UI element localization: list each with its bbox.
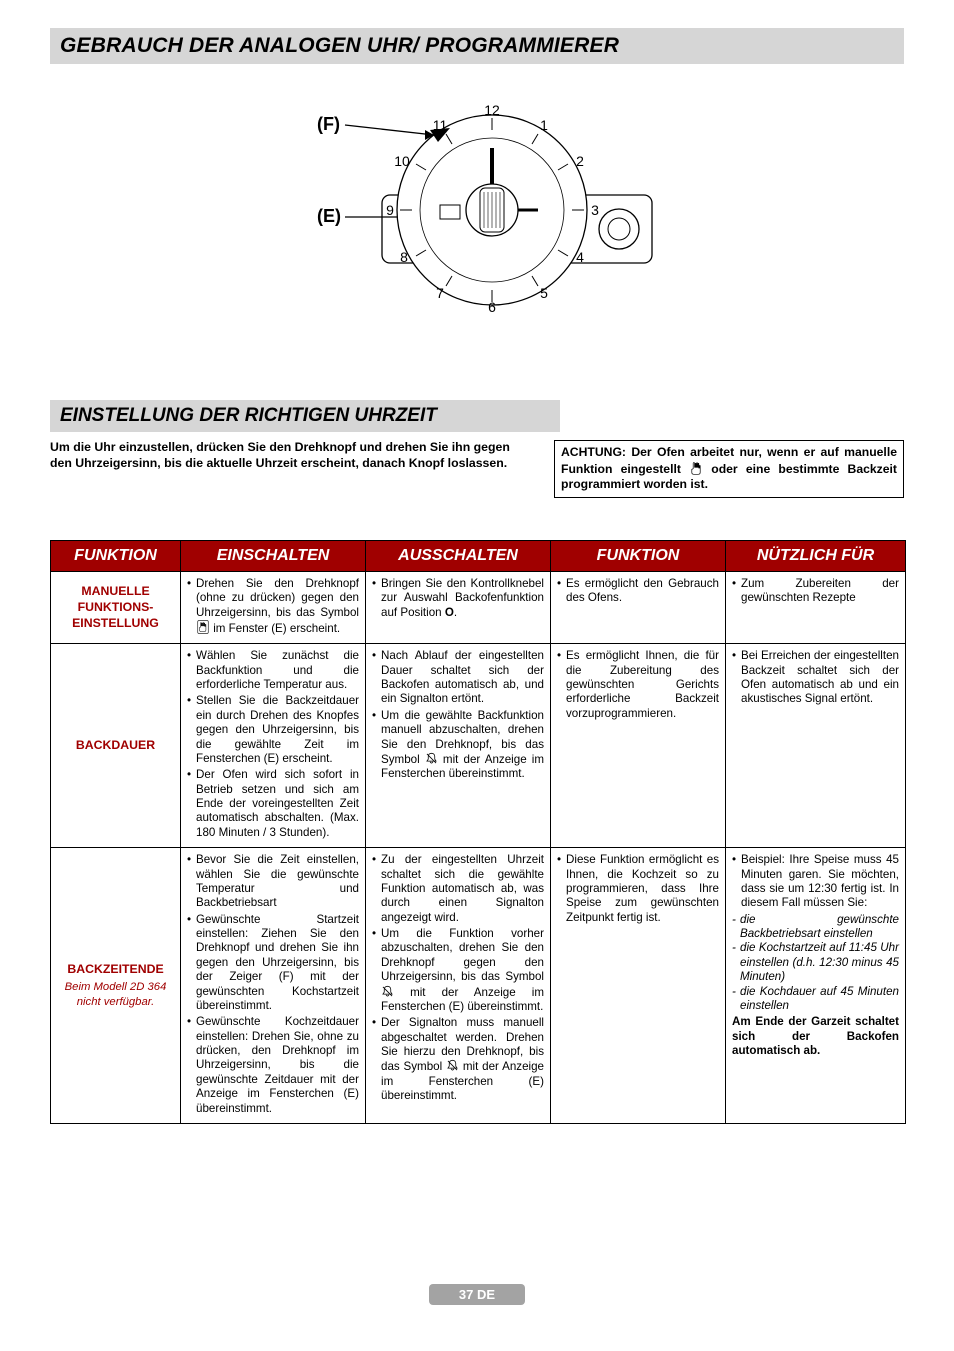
svg-text:10: 10 <box>394 153 410 169</box>
cell-funktion: Diese Funktion ermöglicht es Ihnen, die … <box>551 848 726 1124</box>
cell-list: Drehen Sie den Drehknopf (ohne zu drücke… <box>187 577 359 637</box>
cell-list: Beispiel: Ihre Speise muss 45 Minuten ga… <box>732 853 899 911</box>
list-item: Um die Funktion vorher abzuschalten, dre… <box>372 927 544 1014</box>
cell-list: Es ermöglicht Ihnen, die für die Zuberei… <box>557 649 719 721</box>
list-item: Um die gewählte Backfunktion manuell abz… <box>372 709 544 782</box>
cell-nuetzlich: Bei Erreichen der eingestellten Backzeit… <box>726 644 906 848</box>
cell-einschalten: Wählen Sie zunächst die Backfunktion und… <box>181 644 366 848</box>
main-title-bar: GEBRAUCH DER ANALOGEN UHR/ PROGRAMMIERER <box>50 28 904 64</box>
list-item: die gewünschte Backbetriebsart einstelle… <box>732 913 899 942</box>
list-item: Nach Ablauf der eingestellten Dauer scha… <box>372 649 544 707</box>
th-einschalten: EINSCHALTEN <box>181 540 366 571</box>
cell-list: Bevor Sie die Zeit einstellen, wählen Si… <box>187 853 359 1116</box>
intro-left-text: Um die Uhr einzustellen, drücken Sie den… <box>50 440 530 498</box>
cell-funktion: Es ermöglicht den Gebrauch des Ofens. <box>551 571 726 644</box>
cell-list: Es ermöglicht den Gebrauch des Ofens. <box>557 577 719 606</box>
svg-text:2: 2 <box>576 153 584 169</box>
svg-text:5: 5 <box>540 285 548 301</box>
cell-tail: Am Ende der Garzeit schaltet sich der Ba… <box>732 1015 899 1058</box>
list-item: Zu der eingestellten Uhrzeit schaltet si… <box>372 853 544 925</box>
cell-list: Bei Erreichen der eingestellten Backzeit… <box>732 649 899 707</box>
list-item: Drehen Sie den Drehknopf (ohne zu drücke… <box>187 577 359 637</box>
label-f: (F) <box>317 114 340 134</box>
cell-nuetzlich: Beispiel: Ihre Speise muss 45 Minuten ga… <box>726 848 906 1124</box>
cell-nuetzlich: Zum Zubereiten der gewünschten Rezepte <box>726 571 906 644</box>
row-label: MANUELLEFUNKTIONS-EINSTELLUNG <box>51 571 181 644</box>
clock-diagram: (F) (E) <box>50 90 904 330</box>
cell-list: Nach Ablauf der eingestellten Dauer scha… <box>372 649 544 781</box>
th-nuetzlich: NÜTZLICH FÜR <box>726 540 906 571</box>
main-title: GEBRAUCH DER ANALOGEN UHR/ PROGRAMMIERER <box>60 34 894 58</box>
label-e: (E) <box>317 206 341 226</box>
svg-text:4: 4 <box>576 249 584 265</box>
cell-ausschalten: Zu der eingestellten Uhrzeit schaltet si… <box>366 848 551 1124</box>
table-row: BACKDAUERWählen Sie zunächst die Backfun… <box>51 644 906 848</box>
th-funktion: FUNKTION <box>51 540 181 571</box>
list-item: Der Ofen wird sich sofort in Betrieb set… <box>187 768 359 840</box>
svg-text:8: 8 <box>400 249 408 265</box>
cell-list: Zum Zubereiten der gewünschten Rezepte <box>732 577 899 606</box>
row-label: BACKZEITENDEBeim Modell 2D 364 nicht ver… <box>51 848 181 1124</box>
clock-svg: (F) (E) <box>262 90 692 330</box>
page: GEBRAUCH DER ANALOGEN UHR/ PROGRAMMIERER… <box>0 0 954 1345</box>
cell-list: Diese Funktion ermöglicht es Ihnen, die … <box>557 853 719 925</box>
svg-text:9: 9 <box>386 202 394 218</box>
cell-list: Zu der eingestellten Uhrzeit schaltet si… <box>372 853 544 1103</box>
cell-einschalten: Bevor Sie die Zeit einstellen, wählen Si… <box>181 848 366 1124</box>
list-item: Gewünschte Kochzeitdauer einstellen: Dre… <box>187 1015 359 1116</box>
svg-text:3: 3 <box>591 202 599 218</box>
list-item: Der Signalton muss manuell abgeschaltet … <box>372 1016 544 1103</box>
cell-ausschalten: Nach Ablauf der eingestellten Dauer scha… <box>366 644 551 848</box>
list-item: Gewünschte Startzeit einstellen: Ziehen … <box>187 913 359 1014</box>
list-item: Bei Erreichen der eingestellten Backzeit… <box>732 649 899 707</box>
list-item: die Kochstartzeit auf 11:45 Uhr einstell… <box>732 941 899 984</box>
list-item: die Kochdauer auf 45 Minuten einstellen <box>732 985 899 1014</box>
cell-einschalten: Drehen Sie den Drehknopf (ohne zu drücke… <box>181 571 366 644</box>
cell-ausschalten: Bringen Sie den Kontrollknebel zur Auswa… <box>366 571 551 644</box>
list-item: Es ermöglicht den Gebrauch des Ofens. <box>557 577 719 606</box>
page-number: 37 DE <box>429 1284 525 1305</box>
list-item: Bringen Sie den Kontrollknebel zur Auswa… <box>372 577 544 620</box>
function-table: FUNKTION EINSCHALTEN AUSSCHALTEN FUNKTIO… <box>50 540 906 1124</box>
page-footer: 37 DE <box>50 1284 904 1305</box>
svg-text:12: 12 <box>484 102 500 118</box>
list-item: Bevor Sie die Zeit einstellen, wählen Si… <box>187 853 359 911</box>
list-item: Diese Funktion ermöglicht es Ihnen, die … <box>557 853 719 925</box>
dash-list: die gewünschte Backbetriebsart einstelle… <box>732 913 899 1014</box>
table-row: BACKZEITENDEBeim Modell 2D 364 nicht ver… <box>51 848 906 1124</box>
cell-list: Wählen Sie zunächst die Backfunktion und… <box>187 649 359 840</box>
warning-box: ACHTUNG: Der Ofen arbeitet nur, wenn er … <box>554 440 904 498</box>
list-item: Wählen Sie zunächst die Backfunktion und… <box>187 649 359 692</box>
cell-funktion: Es ermöglicht Ihnen, die für die Zuberei… <box>551 644 726 848</box>
table-body: MANUELLEFUNKTIONS-EINSTELLUNGDrehen Sie … <box>51 571 906 1123</box>
th-ausschalten: AUSSCHALTEN <box>366 540 551 571</box>
subtitle-bar: EINSTELLUNG DER RICHTIGEN UHRZEIT <box>50 400 560 432</box>
list-item: Beispiel: Ihre Speise muss 45 Minuten ga… <box>732 853 899 911</box>
hand-icon <box>689 461 703 475</box>
svg-text:1: 1 <box>540 117 548 133</box>
subtitle: EINSTELLUNG DER RICHTIGEN UHRZEIT <box>60 405 550 427</box>
list-item: Es ermöglicht Ihnen, die für die Zuberei… <box>557 649 719 721</box>
th-funktion2: FUNKTION <box>551 540 726 571</box>
list-item: Zum Zubereiten der gewünschten Rezepte <box>732 577 899 606</box>
intro-row: Um die Uhr einzustellen, drücken Sie den… <box>50 440 904 498</box>
svg-text:7: 7 <box>436 285 444 301</box>
table-header-row: FUNKTION EINSCHALTEN AUSSCHALTEN FUNKTIO… <box>51 540 906 571</box>
list-item: Stellen Sie die Backzeitdauer ein durch … <box>187 694 359 766</box>
svg-text:6: 6 <box>488 299 496 315</box>
row-label: BACKDAUER <box>51 644 181 848</box>
table-row: MANUELLEFUNKTIONS-EINSTELLUNGDrehen Sie … <box>51 571 906 644</box>
cell-list: Bringen Sie den Kontrollknebel zur Auswa… <box>372 577 544 620</box>
